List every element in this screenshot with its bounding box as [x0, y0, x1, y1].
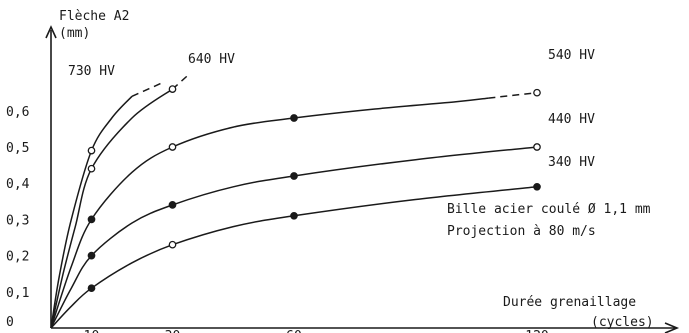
data-point-540-hv: [533, 88, 541, 97]
y-tick-label: 0,3: [6, 213, 29, 228]
series-line-640-hv: [50, 88, 173, 329]
y-axis-title: Flèche A2: [59, 9, 129, 24]
x-tick-label: 120: [525, 329, 548, 333]
data-point-340-hv: [290, 211, 298, 220]
series-extension-730-hv: [131, 81, 165, 97]
x-axis-unit: (cycles): [591, 315, 654, 330]
points-group: [87, 85, 541, 293]
annotation-speed: Projection à 80 m/s: [447, 224, 596, 239]
series-label: 440 HV: [548, 112, 595, 127]
x-tick-label: 30: [165, 329, 181, 333]
x-axis-arrow: [664, 322, 680, 333]
series-line-340-hv: [50, 186, 538, 329]
series-line-730-hv: [50, 95, 133, 329]
data-point-440-hv: [533, 143, 541, 151]
y-tick-label: 0,1: [6, 286, 29, 301]
data-point-730-hv: [87, 146, 96, 155]
y-tick-label: 0,6: [6, 105, 29, 120]
y-tick-label: 0,4: [6, 177, 30, 192]
y-tick-label: 0,5: [6, 141, 29, 156]
data-point-640-hv: [168, 85, 177, 93]
y-tick-label: 0,2: [6, 250, 29, 265]
series-line-440-hv: [50, 146, 538, 329]
series-label: 340 HV: [548, 155, 595, 170]
data-point-540-hv: [168, 143, 177, 151]
x-tick-label: 60: [286, 329, 302, 333]
series-group: [50, 74, 538, 329]
data-point-440-hv: [290, 172, 298, 180]
axes: [45, 25, 680, 333]
y-axis-unit: (mm): [59, 26, 90, 41]
x-axis-title: Durée grenaillage: [503, 295, 636, 310]
tick-labels: 0,1 0,2 0,3 0,4 0,5 0,6 10 30 60 120: [6, 105, 549, 333]
annotation-ball: Bille acier coulé Ø 1,1 mm: [447, 202, 651, 217]
series-label: 730 HV: [68, 64, 115, 79]
y-axis-arrow: [45, 25, 57, 39]
x-tick-label: 10: [84, 329, 100, 333]
data-point-540-hv: [87, 215, 96, 224]
data-point-440-hv: [168, 201, 177, 209]
data-point-340-hv: [87, 284, 96, 293]
data-point-340-hv: [533, 182, 541, 191]
series-line-540-hv: [50, 97, 489, 329]
data-point-540-hv: [290, 114, 298, 122]
data-point-640-hv: [87, 164, 96, 173]
series-labels: 730 HV 640 HV 540 HV 440 HV 340 HV: [68, 48, 595, 170]
data-point-340-hv: [168, 240, 177, 249]
series-extension-540-hv: [488, 91, 538, 99]
series-label: 540 HV: [548, 48, 595, 63]
series-label: 640 HV: [188, 52, 235, 67]
origin-label: 0: [6, 315, 14, 330]
data-point-440-hv: [87, 251, 96, 260]
